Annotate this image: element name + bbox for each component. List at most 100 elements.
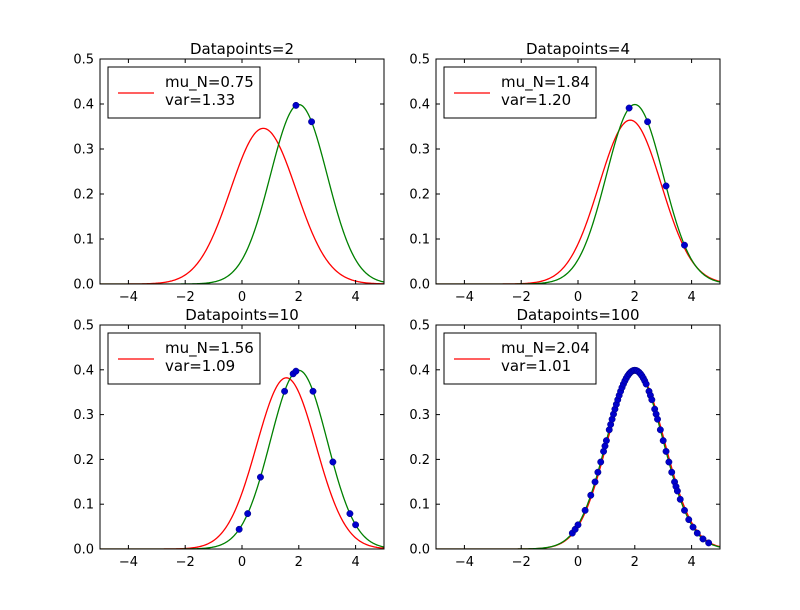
legend-label: mu_N=0.75 [165,73,254,92]
x-tick-label: −2 [512,555,531,570]
datapoint [662,182,670,190]
datapoint [602,437,610,445]
curves [436,103,720,284]
datapoint [597,458,605,466]
y-tick-label: 0.2 [409,453,430,468]
datapoint [699,535,707,543]
datapoint [346,510,354,518]
legend-label: mu_N=1.56 [165,339,254,358]
datapoint [308,118,316,126]
y-tick-label: 0.2 [409,188,430,203]
x-tick-label: 4 [351,555,359,570]
subplot-title: Datapoints=10 [185,306,299,324]
x-tick-label: −2 [176,555,195,570]
x-tick-label: 0 [238,555,246,570]
x-tick-label: 2 [295,555,303,570]
legend-label: var=1.01 [501,357,571,375]
y-tick-label: 0.3 [73,143,94,158]
x-tick-label: −4 [119,290,138,305]
x-tick-label: −4 [455,290,474,305]
y-tick-label: 0.2 [73,453,94,468]
datapoint [329,458,337,466]
datapoint [668,468,676,476]
datapoint [662,447,670,455]
datapoint [292,367,300,375]
x-tick-label: 0 [574,290,582,305]
x-tick-label: −4 [119,555,138,570]
datapoint [257,473,264,481]
x-tick-label: 2 [295,290,303,305]
datapoints [568,366,713,547]
y-tick-label: 0.4 [409,363,430,378]
x-tick-label: −2 [176,290,195,305]
y-tick-label: 0.5 [409,319,430,334]
subplot-2: −4 −2 0 2 4 0.0 0.1 0.2 0.3 0.4 0.5 Datapoints=4 mu_… [409,40,721,305]
datapoint [656,426,664,434]
subplot-title: Datapoints=100 [516,306,639,324]
curves [100,369,384,549]
subplot-1: −4 −2 0 2 4 0.0 0.1 0.2 0.3 0.4 0.5 Datapoints=2 mu_… [73,40,385,305]
y-tick-label: 0.5 [409,53,430,68]
true-distribution-curve [436,103,720,284]
legend-label: var=1.33 [165,91,235,109]
datapoint [587,491,595,499]
datapoint [574,521,582,529]
x-tick-label: 2 [631,555,639,570]
datapoints [625,104,688,249]
subplot-3: −4 −2 0 2 4 0.0 0.1 0.2 0.3 0.4 0.5 Datapoints=10 mu… [73,306,385,570]
posterior-curve [436,119,720,284]
datapoint [281,387,289,395]
y-tick-label: 0.4 [73,98,94,113]
datapoint [685,516,693,524]
y-tick-label: 0.1 [409,233,430,248]
y-tick-label: 0.5 [73,319,94,334]
y-tick-label: 0.0 [73,278,94,293]
y-tick-label: 0.4 [409,98,430,113]
datapoint [581,506,589,514]
datapoint [665,458,673,466]
datapoint [705,539,713,547]
datapoints [292,101,316,126]
y-tick-label: 0.1 [73,233,94,248]
datapoint [594,468,602,476]
datapoint [648,396,656,404]
datapoint [309,387,317,395]
datapoint [644,118,652,126]
y-tick-label: 0.1 [409,498,430,513]
datapoint [642,380,650,388]
datapoint [654,415,661,423]
legend-label: mu_N=2.04 [501,339,590,358]
y-tick-label: 0.3 [73,408,94,423]
x-tick-label: 4 [687,555,695,570]
datapoints [235,367,360,533]
subplot-4: −4 −2 0 2 4 0.0 0.1 0.2 0.3 0.4 0.5 Datapoints=100 m… [409,306,721,570]
x-tick-label: 0 [238,290,246,305]
datapoint [659,437,667,445]
legend-label: var=1.09 [165,357,235,375]
datapoint [352,521,360,529]
datapoint [235,525,243,533]
x-tick-label: 0 [574,555,582,570]
datapoint [681,241,688,249]
datapoint [681,506,688,514]
x-tick-label: 2 [631,290,639,305]
y-tick-label: 0.3 [409,143,430,158]
datapoint [591,478,599,486]
subplot-title: Datapoints=2 [190,40,294,58]
datapoint [673,487,681,495]
subplot-title: Datapoints=4 [526,40,630,58]
x-tick-label: 4 [351,290,359,305]
y-tick-label: 0.0 [73,543,94,558]
y-tick-label: 0.2 [73,188,94,203]
x-tick-label: 4 [687,290,695,305]
datapoint [292,101,300,109]
datapoint [244,510,252,518]
legend-label: var=1.20 [501,91,571,109]
legend-label: mu_N=1.84 [501,73,590,92]
datapoint [625,104,633,112]
datapoint [693,529,701,537]
